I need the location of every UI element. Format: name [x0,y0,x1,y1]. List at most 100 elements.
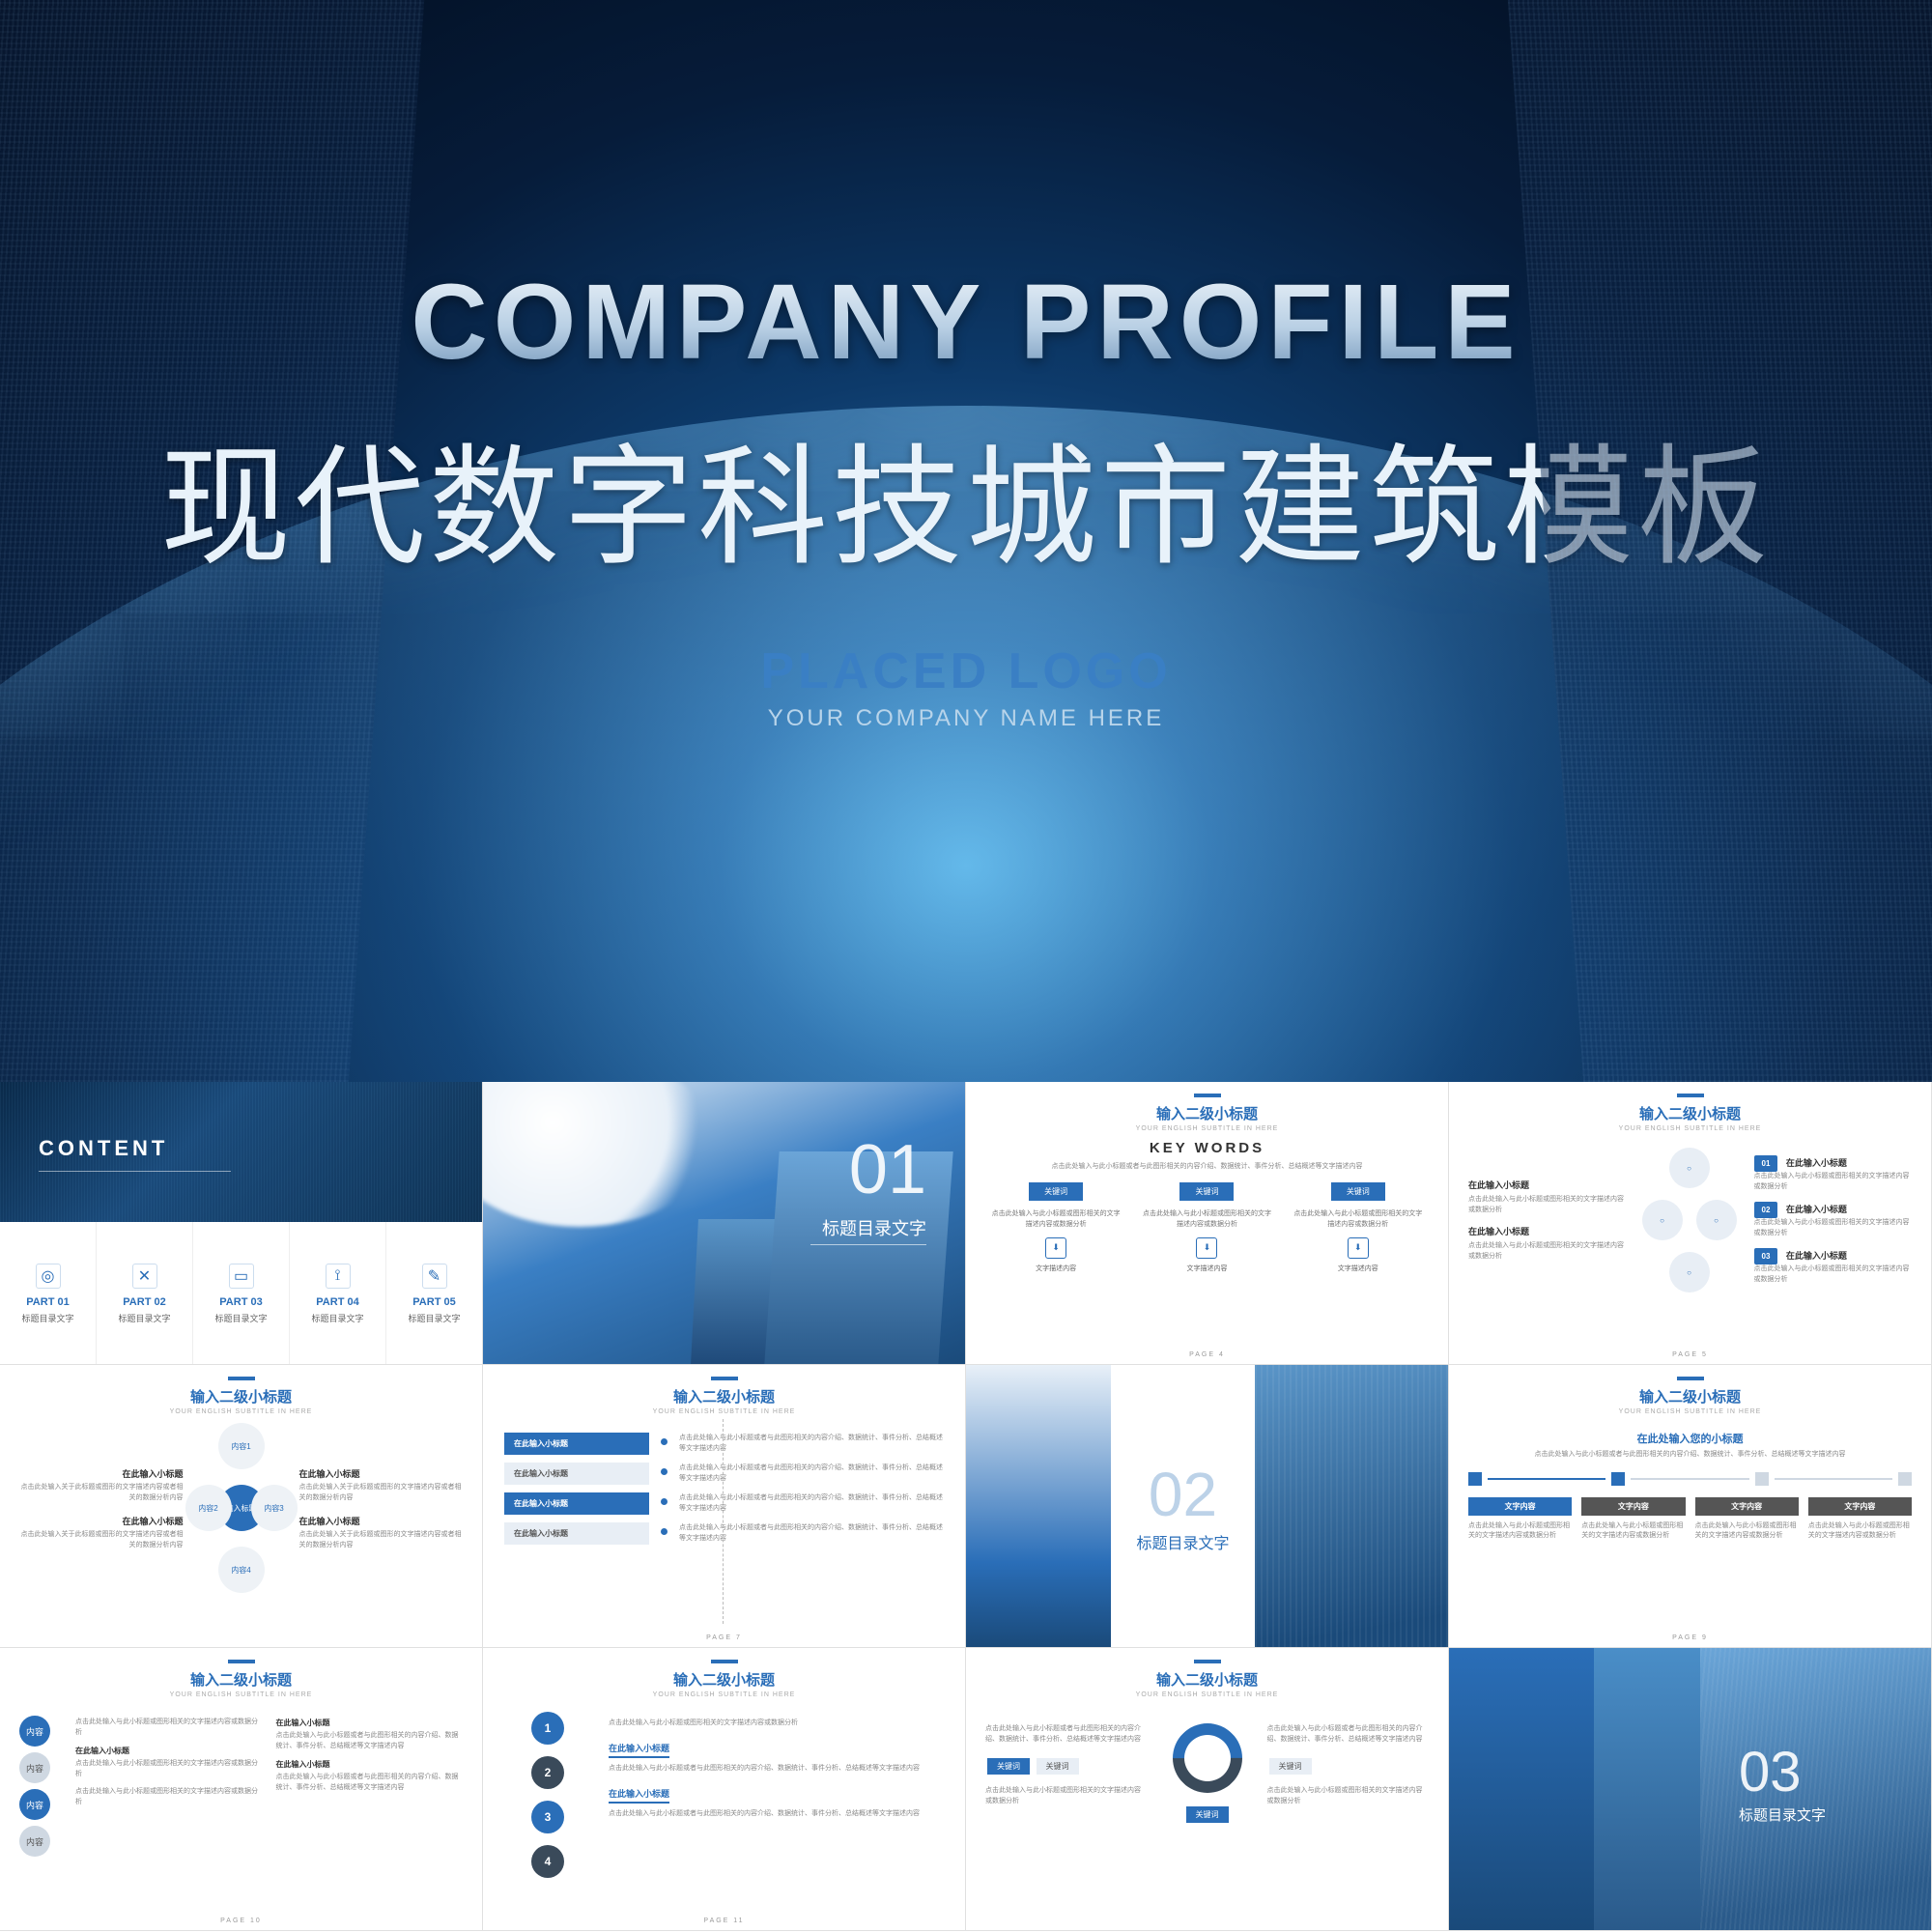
donut-chart: 关键词 [1163,1714,1252,1827]
bar-label: 在此输入小标题 [504,1433,649,1455]
part-label: PART 03 [219,1296,262,1308]
keyword-tag: 关键词 [1331,1182,1385,1201]
col-head: 文字内容 [1468,1497,1572,1516]
col-desc: 点击此处输入与此小标题或图形相关的文字描述内容或数据分析 [1581,1521,1685,1542]
item-title: 在此输入小标题 [17,1467,184,1480]
bar-row: 在此输入小标题点击此处输入与此小标题或者与此图形相关的内容介绍、数据统计、事件分… [504,1433,944,1455]
slide-subtitle: YOUR ENGLISH SUBTITLE IN HERE [966,1691,1448,1698]
col-head: 文字内容 [1808,1497,1912,1516]
item-desc: 点击此处输入与此小标题或图形相关的文字描述内容或数据分析 [75,1718,263,1738]
slide-header: 输入二级小标题 YOUR ENGLISH SUBTITLE IN HERE [1449,1365,1931,1419]
desc: 点击此处输入与此小标题或者与此图形相关的内容介绍、数据统计、事件分析、总结概述等… [985,1724,1148,1745]
keyword-text: 点击此处输入与此小标题或图形相关的文字描述内容或数据分析 [1140,1208,1273,1230]
toc-part: ▭ PART 03 标题目录文字 [193,1222,290,1365]
accent-bar [228,1660,255,1663]
num-badge: 3 [531,1801,564,1833]
item-title: 在此输入小标题 [276,1759,464,1770]
bubble: 内容3 [251,1485,298,1531]
dot: 内容 [19,1752,50,1783]
slide-body: 在此输入小标题点击此处输入与此小标题或者与此图形相关的内容介绍、数据统计、事件分… [483,1419,965,1558]
right-col: 01 在此输入小标题 点击此处输入与此小标题或图形相关的文字描述内容或数据分析 … [1754,1146,1913,1294]
step-marker [1755,1472,1769,1486]
bubble: 内容2 [185,1485,232,1531]
step-col: 文字内容点击此处输入与此小标题或图形相关的文字描述内容或数据分析 [1695,1497,1799,1542]
page-number: PAGE 10 [0,1918,482,1924]
accent-bar [1677,1094,1704,1097]
circle-node: ○ [1642,1200,1683,1240]
text-col: 点击此处输入与此小标题或图形相关的文字描述内容或数据分析 在此输入小标题点击此处… [609,1712,944,1878]
step-col: 文字内容点击此处输入与此小标题或图形相关的文字描述内容或数据分析 [1581,1497,1685,1542]
slide-numbered: 输入二级小标题 YOUR ENGLISH SUBTITLE IN HERE 1 … [483,1648,966,1931]
bar-text: 点击此处输入与此小标题或者与此图形相关的内容介绍、数据统计、事件分析、总结概述等… [679,1522,944,1544]
item-title: 在此输入小标题 [1786,1158,1847,1168]
slide-body: 在此输入小标题 点击此处输入与此小标题或图形相关的文字描述内容或数据分析 在此输… [1449,1136,1931,1304]
hero-title-english: COMPANY PROFILE [0,261,1932,384]
sub-heading: 在此处输入您的小标题 [1468,1431,1912,1446]
dot [661,1498,668,1505]
block-tag: 在此输入小标题 [609,1742,669,1758]
download-icon: ⬇ [1348,1237,1369,1259]
col-head: 文字内容 [1695,1497,1799,1516]
slide-title: 输入二级小标题 [1449,1103,1931,1123]
section-number: 01 [849,1130,926,1209]
label-chip: 关键词 [1269,1758,1312,1775]
dot [661,1528,668,1535]
slide-section-01: 01 标题目录文字 [483,1082,966,1365]
part-label: PART 04 [316,1296,358,1308]
step-connector [1631,1478,1748,1480]
bubble: 内容1 [218,1423,265,1469]
desc: 点击此处输入与此小标题或图形相关的文字描述内容或数据分析 [1267,1786,1430,1806]
num-badge: 1 [531,1712,564,1745]
hub-item: 在此输入小标题点击此处输入关于此标题或图形的文字描述内容或者相关的数据分析内容 [17,1467,184,1503]
bar-row: 在此输入小标题点击此处输入与此小标题或者与此图形相关的内容介绍、数据统计、事件分… [504,1522,944,1545]
item-number: 02 [1754,1202,1778,1218]
item-desc: 点击此处输入关于此标题或图形的文字描述内容或者相关的数据分析内容 [17,1483,184,1503]
text-block: 在此输入小标题 点击此处输入与此小标题或图形相关的文字描述内容或数据分析 [1468,1179,1627,1215]
left-col: 在此输入小标题点击此处输入关于此标题或图形的文字描述内容或者相关的数据分析内容 … [17,1456,184,1562]
content-banner: CONTENT [0,1082,482,1222]
decorative-line [810,1244,926,1245]
bubble: 内容4 [218,1547,265,1593]
content-label: CONTENT [39,1136,168,1161]
label-chip: 关键词 [987,1758,1030,1775]
donut-graphic [1158,1709,1257,1807]
bar-text: 点击此处输入与此小标题或者与此图形相关的内容介绍、数据统计、事件分析、总结概述等… [679,1463,944,1484]
col-desc: 点击此处输入与此小标题或图形相关的文字描述内容或数据分析 [1468,1521,1572,1542]
slide-body: 内容 内容 内容 内容 点击此处输入与此小标题或图形相关的文字描述内容或数据分析… [0,1702,482,1870]
desc: 点击此处输入与此小标题或图形相关的文字描述内容或数据分析 [985,1786,1148,1806]
text-item: 在此输入小标题点击此处输入与此小标题或者与此图形相关的内容介绍、数据统计、事件分… [276,1759,464,1793]
block: 在此输入小标题点击此处输入与此小标题或者与此图形相关的内容介绍、数据统计、事件分… [609,1742,944,1774]
slide-circles-list: 输入二级小标题 YOUR ENGLISH SUBTITLE IN HERE 在此… [1449,1082,1932,1365]
part-icon: ✕ [132,1264,157,1289]
part-text: 标题目录文字 [311,1312,363,1324]
slide-title: 输入二级小标题 [966,1669,1448,1690]
slide-content: CONTENT ◎ PART 01 标题目录文字 ✕ PART 02 标题目录文… [0,1082,483,1365]
part-label: PART 01 [26,1296,69,1308]
item-desc: 点击此处输入与此小标题或图形相关的文字描述内容或数据分析 [1754,1172,1913,1192]
keyword-col: 关键词 点击此处输入与此小标题或图形相关的文字描述内容或数据分析 ⬇ 文字描述内… [1292,1182,1425,1273]
accent-bar [711,1377,738,1380]
item-desc: 点击此处输入与此小标题或者与此图形相关的内容介绍、数据统计、事件分析、总结概述等… [276,1731,464,1751]
block-title: 在此输入小标题 [1468,1225,1627,1237]
bar-text: 点击此处输入与此小标题或者与此图形相关的内容介绍、数据统计、事件分析、总结概述等… [679,1492,944,1514]
slide-header: 输入二级小标题 YOUR ENGLISH SUBTITLE IN HERE [483,1365,965,1419]
block: 点击此处输入与此小标题或图形相关的文字描述内容或数据分析 [609,1718,944,1728]
right-text: 点击此处输入与此小标题或者与此图形相关的内容介绍、数据统计、事件分析、总结概述等… [1267,1724,1430,1816]
bar-row: 在此输入小标题点击此处输入与此小标题或者与此图形相关的内容介绍、数据统计、事件分… [504,1492,944,1515]
slide-timeline-bars: 输入二级小标题 YOUR ENGLISH SUBTITLE IN HERE 在此… [483,1365,966,1648]
item-title: 在此输入小标题 [1786,1205,1847,1214]
slide-header: 输入二级小标题 YOUR ENGLISH SUBTITLE IN HERE [966,1648,1448,1702]
item-title: 在此输入小标题 [17,1515,184,1527]
accent-bar [228,1377,255,1380]
col-desc: 点击此处输入与此小标题或图形相关的文字描述内容或数据分析 [1808,1521,1912,1542]
section-label: 标题目录文字 [1136,1530,1229,1553]
section-number: 02 [1149,1459,1217,1530]
num-badge: 4 [531,1845,564,1878]
label-chip: 关键词 [1186,1806,1229,1823]
part-label: PART 02 [123,1296,165,1308]
decorative-line [39,1171,231,1172]
col-desc: 点击此处输入与此小标题或图形相关的文字描述内容或数据分析 [1695,1521,1799,1542]
icon-label: 文字描述内容 [1140,1264,1273,1273]
hero-company-name: YOUR COMPANY NAME HERE [0,705,1932,732]
right-col: 在此输入小标题点击此处输入关于此标题或图形的文字描述内容或者相关的数据分析内容 … [299,1456,466,1562]
